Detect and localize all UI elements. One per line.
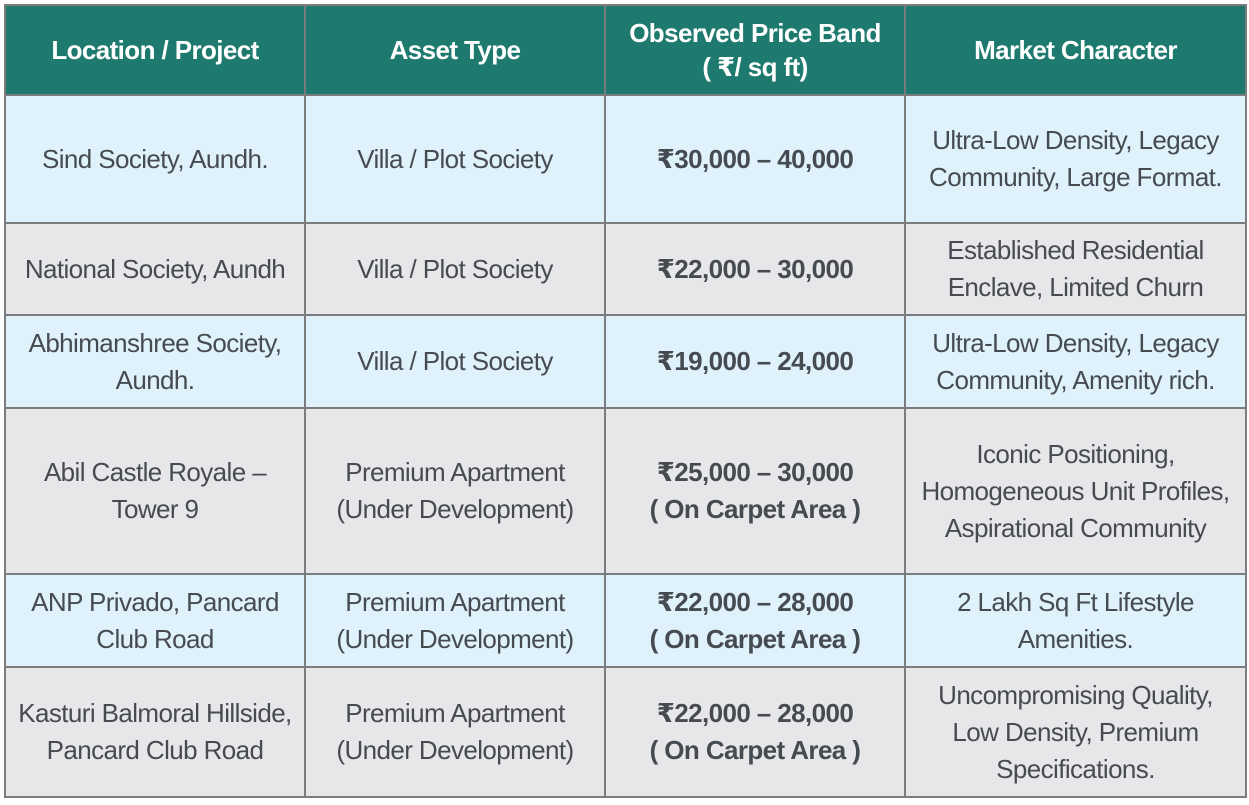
cell-price-band: ₹22,000 – 28,000 ( On Carpet Area )	[604, 573, 906, 668]
cell-asset-type: Villa / Plot Society	[304, 314, 606, 409]
cell-location: ANP Privado, Pancard Club Road	[4, 573, 306, 668]
cell-asset-type: Premium Apartment (Under Development)	[304, 666, 606, 798]
cell-location: Kasturi Balmoral Hillside, Pancard Club …	[4, 666, 306, 798]
cell-market-character: Established Residential Enclave, Limited…	[904, 222, 1247, 316]
header-location: Location / Project	[4, 4, 306, 96]
cell-location: Abhimanshree Society, Aundh.	[4, 314, 306, 409]
cell-market-character: Ultra-Low Density, Legacy Community, Lar…	[904, 94, 1247, 224]
price-value: ₹22,000 – 28,000	[656, 698, 854, 728]
price-value: ₹22,000 – 30,000	[656, 253, 854, 284]
cell-price-band: ₹30,000 – 40,000	[604, 94, 906, 224]
cell-market-character: Uncompromising Quality, Low Density, Pre…	[904, 666, 1247, 798]
price-value: ₹22,000 – 28,000	[656, 586, 854, 617]
header-market-character: Market Character	[904, 4, 1247, 96]
price-value: ₹25,000 – 30,000	[656, 457, 854, 487]
header-price-unit: ( ₹/ sq ft)	[702, 52, 808, 82]
price-band-table: Location / Project Asset Type Observed P…	[4, 4, 1247, 798]
cell-asset-type: Villa / Plot Society	[304, 222, 606, 316]
cell-price-band: ₹19,000 – 24,000	[604, 314, 906, 409]
price-note: ( On Carpet Area )	[649, 494, 861, 524]
header-price-band: Observed Price Band ( ₹/ sq ft)	[604, 4, 906, 96]
table-row: Abhimanshree Society, Aundh. Villa / Plot…	[4, 314, 1247, 409]
table-row: ANP Privado, Pancard Club Road Premium Ap…	[4, 573, 1247, 668]
cell-price-band: ₹22,000 – 30,000	[604, 222, 906, 316]
header-asset-type: Asset Type	[304, 4, 606, 96]
cell-location: National Society, Aundh	[4, 222, 306, 316]
cell-price-band: ₹25,000 – 30,000 ( On Carpet Area )	[604, 407, 906, 575]
cell-asset-type: Villa / Plot Society	[304, 94, 606, 224]
table-row: Kasturi Balmoral Hillside, Pancard Club …	[4, 666, 1247, 798]
table-row: Abil Castle Royale – Tower 9 Premium Apar…	[4, 407, 1247, 575]
cell-location: Abil Castle Royale – Tower 9	[4, 407, 306, 575]
cell-asset-type: Premium Apartment (Under Development)	[304, 407, 606, 575]
price-note: ( On Carpet Area )	[649, 623, 861, 654]
cell-market-character: Ultra-Low Density, Legacy Community, Ame…	[904, 314, 1247, 409]
header-price-label: Observed Price Band	[629, 18, 881, 48]
price-value: ₹30,000 – 40,000	[656, 143, 854, 174]
cell-market-character: 2 Lakh Sq Ft Lifestyle Amenities.	[904, 573, 1247, 668]
table-row: National Society, Aundh Villa / Plot Soci…	[4, 222, 1247, 316]
cell-market-character: Iconic Positioning, Homogeneous Unit Pro…	[904, 407, 1247, 575]
price-value: ₹19,000 – 24,000	[656, 346, 854, 376]
cell-price-band: ₹22,000 – 28,000 ( On Carpet Area )	[604, 666, 906, 798]
header-row: Location / Project Asset Type Observed P…	[4, 4, 1247, 96]
price-note: ( On Carpet Area )	[649, 735, 861, 765]
cell-asset-type: Premium Apartment (Under Development)	[304, 573, 606, 668]
cell-location: Sind Society, Aundh.	[4, 94, 306, 224]
table-row: Sind Society, Aundh. Villa / Plot Society…	[4, 94, 1247, 224]
